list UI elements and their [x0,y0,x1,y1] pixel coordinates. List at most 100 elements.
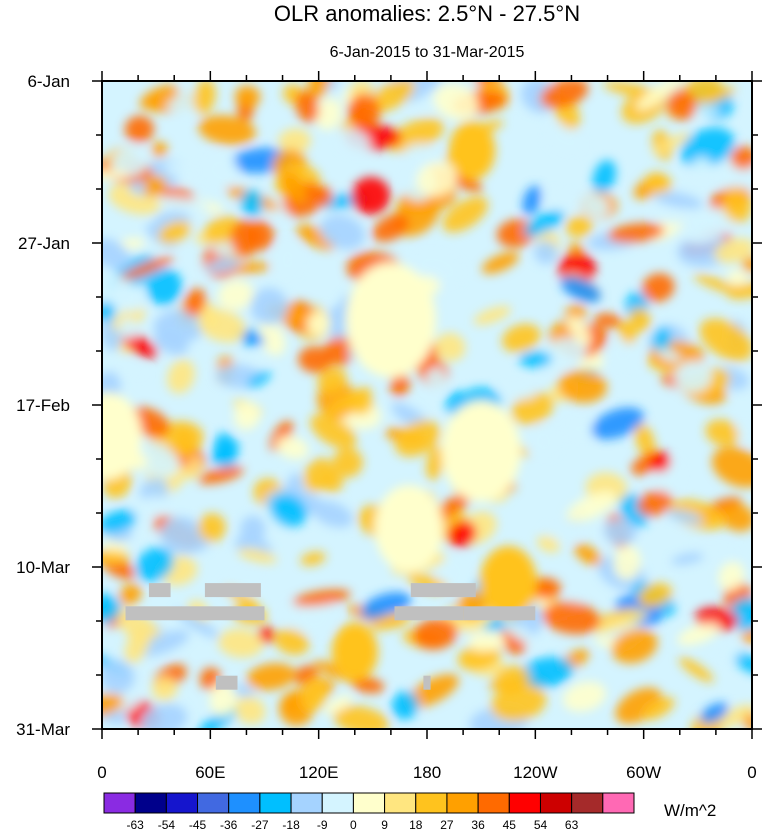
anomaly-blob [468,631,506,652]
anomaly-blob [394,420,441,457]
anomaly-blob [124,115,154,143]
anomaly-blob [240,515,266,542]
anomaly-blob [296,224,336,251]
anomaly-blob [653,327,672,353]
anomaly-blob [274,628,310,656]
missing-data-bar [463,606,536,621]
anomaly-blob [542,601,601,635]
anomaly-blob [718,561,745,591]
colorbar-label: 54 [534,818,548,830]
anomaly-blob [680,127,735,168]
anomaly-blob [542,190,584,212]
missing-data-bar [215,675,238,690]
colorbar-swatch [290,792,323,814]
anomaly-blob [519,657,574,688]
anomaly-blob [629,307,651,333]
missing-data-bar [148,583,171,598]
anomaly-blob [641,273,675,302]
anomaly-blob [206,257,241,273]
y-tick-label: 10-Mar [16,558,70,577]
anomaly-blob [496,219,536,248]
anomaly-blob [164,163,197,181]
anomaly-blob [636,81,684,110]
anomaly-blob [143,175,167,197]
anomaly-blob [608,337,639,369]
anomaly-blob [199,667,221,691]
anomaly-blob [562,681,607,712]
anomaly-blob [539,337,588,372]
colorbar-label: 36 [471,818,485,830]
missing-data-bar [204,583,261,598]
anomaly-blob [102,301,116,322]
anomaly-blob [269,493,308,527]
anomaly-blob [594,313,622,328]
anomaly-blob [388,118,444,153]
anomaly-blob [218,628,264,658]
anomaly-blob [295,90,319,123]
anomaly-blob [406,674,459,708]
anomaly-blob [278,128,311,154]
colorbar-swatch [446,792,479,814]
anomaly-blob [121,237,145,249]
colorbar-label: -63 [127,818,145,830]
anomaly-blob [426,445,444,481]
anomaly-blob [246,371,271,388]
colorbar-label: 45 [503,818,517,830]
anomaly-blob [433,83,479,120]
chart-title: OLR anomalies: 2.5°N - 27.5°N [274,1,580,26]
anomaly-blob [568,242,584,256]
anomaly-blob [306,311,331,336]
anomaly-blob [565,215,593,238]
anomaly-blob [217,279,254,311]
x-axis: 0 60E 120E 180 120W 60W 0 [97,71,757,782]
y-tick-label: 31-Mar [16,720,70,739]
anomaly-blob [652,132,691,155]
anomaly-blob [337,128,371,155]
anomaly-blob [119,317,137,340]
anomaly-blob [705,419,740,447]
anomaly-blob [213,432,238,471]
colorbar-swatch [165,792,199,814]
anomaly-blob [102,509,137,534]
anomaly-blob [534,240,558,265]
anomaly-blob [391,691,419,720]
colorbar-swatch [415,792,448,814]
anomaly-blob [528,425,559,458]
anomaly-blob [727,269,748,286]
anomaly-blob [536,535,560,553]
missing-data-bar [423,675,431,690]
anomaly-blob [723,642,741,659]
colorbar-label: 9 [381,818,388,830]
anomaly-blob [591,407,644,440]
anomaly-blob [151,676,178,701]
colorbar-swatch [477,792,510,814]
anomaly-blob [323,694,353,715]
missing-data-bar [410,583,476,598]
anomaly-blob [167,359,195,394]
anomaly-blob [501,323,541,353]
colorbar-swatch [259,792,292,814]
anomaly-blob [481,251,520,274]
anomaly-blob [246,351,269,364]
anomaly-blob [135,547,174,582]
anomaly-blob [567,315,591,347]
colorbar-swatch [539,792,573,814]
y-tick-label: 6-Jan [27,72,70,91]
anomaly-blob [281,172,307,203]
colorbar-label: 0 [350,818,357,830]
anomaly-blob [730,146,752,170]
y-tick-label: 27-Jan [18,234,70,253]
anomaly-blob [502,620,538,646]
colorbar-swatch [103,792,136,814]
x-tick-label: 120W [513,763,557,782]
colorbar-label: -9 [317,818,328,830]
anomaly-blob [649,451,671,473]
negative-cluster-160E-early-Feb [345,262,436,378]
anomaly-blob [524,210,565,237]
anomaly-blob [539,81,589,109]
anomaly-blob [133,496,167,518]
positive-cluster-130W-mid-Mar [479,546,537,619]
anomaly-blob [641,697,675,721]
colorbar-swatch [228,792,261,814]
anomaly-blob [634,422,656,459]
